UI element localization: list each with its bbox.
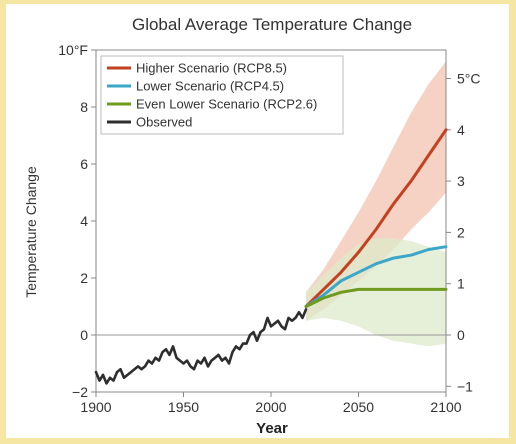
y-left-tick-label: 10°F bbox=[58, 42, 88, 58]
legend: Higher Scenario (RCP8.5) Lower Scenario (… bbox=[100, 55, 344, 135]
legend-label-observed: Observed bbox=[136, 115, 192, 130]
lower-scenario-rcp4-5-line bbox=[304, 245, 448, 308]
x-tick-label: 2000 bbox=[255, 399, 286, 415]
uncertainty-bands bbox=[306, 61, 446, 347]
legend-box bbox=[100, 55, 344, 135]
y-left-tick-label: 4 bbox=[80, 213, 88, 229]
y-left-tick-label: 8 bbox=[80, 99, 88, 115]
higher-scenario-rcp8-5-band bbox=[306, 61, 446, 321]
higher-scenario-rcp8-5-line bbox=[304, 128, 448, 308]
y-left-tick-label: 0 bbox=[80, 327, 88, 343]
x-axis-label: Year bbox=[256, 420, 288, 437]
series-lines bbox=[94, 128, 448, 385]
y-right-tick-label: 1 bbox=[457, 276, 465, 292]
y-axis-label: Temperature Change bbox=[23, 166, 39, 298]
y-left-tick-label: 6 bbox=[80, 156, 88, 172]
even-lower-scenario-rcp2-6-line bbox=[304, 287, 448, 308]
temperature-chart: Global Average Temperature Change Temper… bbox=[23, 15, 481, 437]
y-left-tick-label: −2 bbox=[72, 384, 88, 400]
legend-label-even-lower-scenario-rcp2-6: Even Lower Scenario (RCP2.6) bbox=[136, 97, 317, 112]
chart-title: Global Average Temperature Change bbox=[132, 15, 412, 34]
legend-label-higher-scenario-rcp8-5: Higher Scenario (RCP8.5) bbox=[136, 61, 287, 76]
y-right-tick-label: 3 bbox=[457, 173, 465, 189]
x-tick-label: 2100 bbox=[430, 399, 461, 415]
y-right-tick-label: 5°C bbox=[457, 71, 481, 87]
x-tick-label: 2050 bbox=[343, 399, 374, 415]
y-right-tick-label: 0 bbox=[457, 327, 465, 343]
x-tick-label: 1900 bbox=[80, 399, 111, 415]
y-right-tick-label: 2 bbox=[457, 224, 465, 240]
y-right-tick-label: −1 bbox=[457, 378, 473, 394]
observed-line bbox=[94, 308, 308, 385]
y-left-tick-label: 2 bbox=[80, 270, 88, 286]
axes: 10°F 8 6 4 2 0 −2 5°C 4 3 2 1 0 −1 1900 1950 2000 2050 210… bbox=[58, 42, 480, 415]
y-right-tick-label: 4 bbox=[457, 122, 465, 138]
x-tick-label: 1950 bbox=[168, 399, 199, 415]
legend-label-lower-scenario-rcp4-5: Lower Scenario (RCP4.5) bbox=[136, 79, 284, 94]
chart-frame: Global Average Temperature Change Temper… bbox=[6, 4, 509, 438]
even-lower-scenario-rcp2-6-band bbox=[306, 238, 446, 347]
